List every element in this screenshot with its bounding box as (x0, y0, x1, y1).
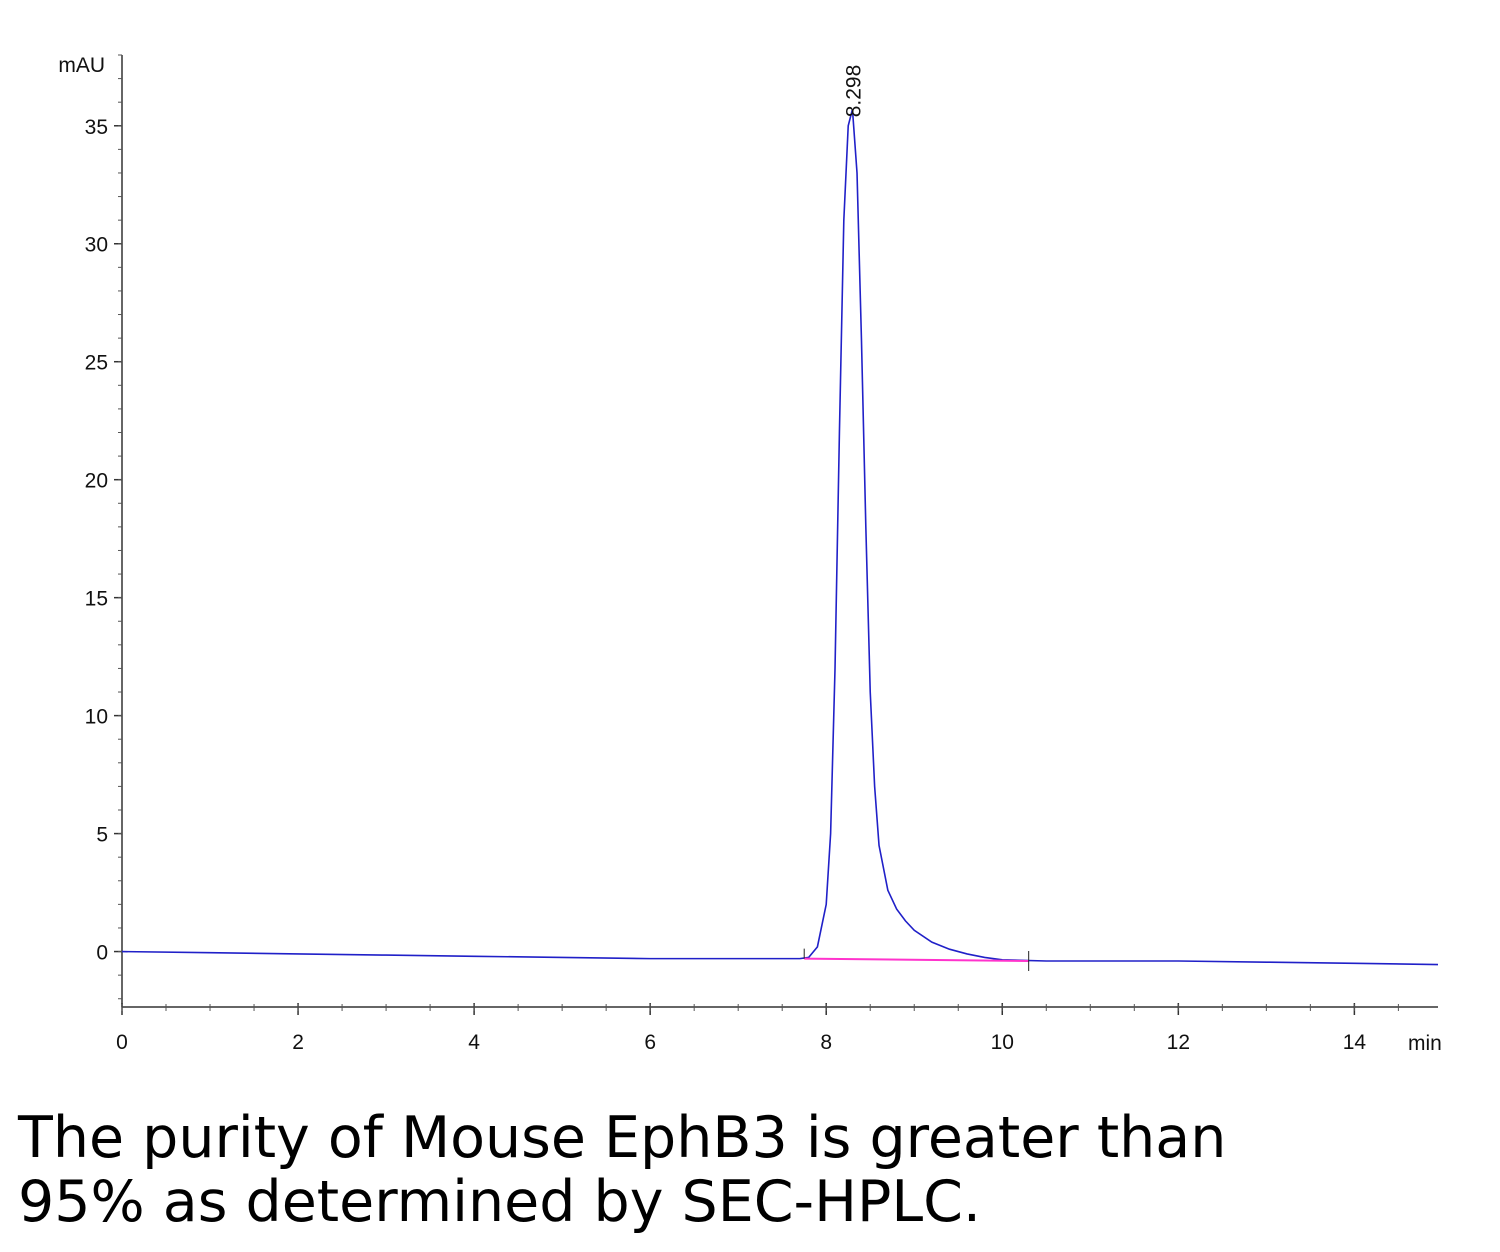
chart: mAU min 0 5 10 15 20 25 30 35 0 2 4 6 8 10 12 14 8.298 (58, 54, 1442, 1055)
x-tick-label: 14 (1343, 1031, 1367, 1054)
x-tick-label: 8 (820, 1031, 832, 1054)
y-tick-label: 5 (96, 824, 108, 847)
x-tick-label: 0 (116, 1031, 128, 1054)
x-tick-label: 2 (292, 1031, 304, 1054)
caption-line: 95% as determined by SEC-HPLC. (18, 1169, 982, 1235)
baseline (804, 957, 1029, 962)
x-axis-label: min (1408, 1032, 1442, 1055)
x-tick-label: 4 (468, 1031, 480, 1054)
y-axis-label: mAU (58, 54, 105, 77)
x-tick-label: 10 (991, 1031, 1014, 1054)
y-tick-label: 20 (85, 470, 108, 493)
y-tick-label: 10 (85, 706, 108, 729)
peak-label: 8.298 (842, 65, 865, 118)
x-tick-label: 6 (644, 1031, 656, 1054)
y-tick-label: 30 (85, 234, 108, 257)
y-tick-label: 0 (96, 942, 108, 965)
caption: The purity of Mouse EphB3 is greater tha… (18, 1106, 1226, 1234)
y-tick-label: 15 (85, 588, 108, 611)
data-line (121, 109, 1439, 966)
caption-line: The purity of Mouse EphB3 is greater tha… (18, 1105, 1227, 1171)
x-tick-label: 12 (1167, 1031, 1190, 1054)
y-tick-label: 25 (85, 352, 108, 375)
y-tick-label: 35 (85, 116, 108, 139)
